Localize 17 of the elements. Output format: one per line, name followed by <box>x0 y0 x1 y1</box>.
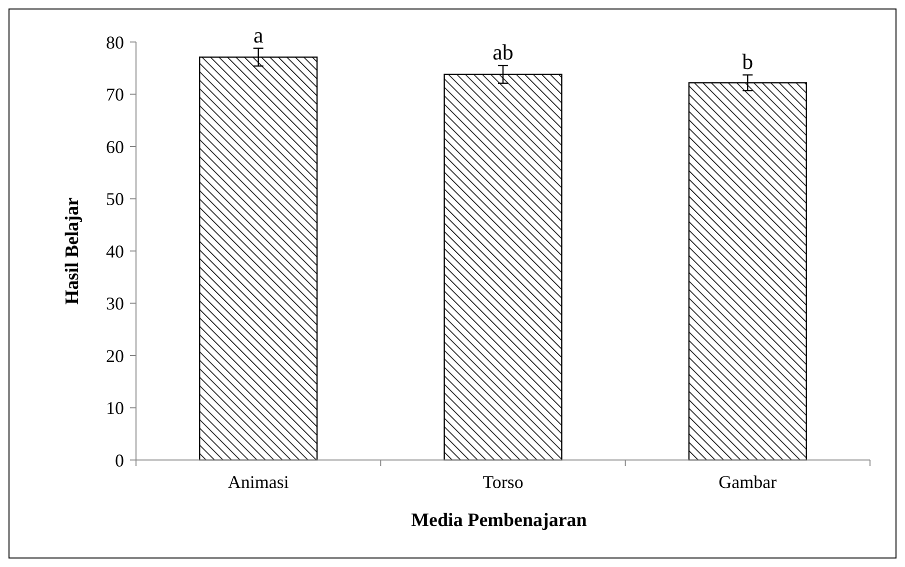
y-tick-label: 50 <box>106 189 124 210</box>
annotation: b <box>742 48 754 74</box>
y-axis-title: Hasil Belajar <box>62 196 83 305</box>
y-tick-label: 80 <box>106 32 124 52</box>
y-tick-label: 30 <box>106 294 124 314</box>
y-tick-label: 20 <box>106 346 124 366</box>
y-tick-label: 10 <box>106 398 124 418</box>
x-tick-label: Animasi <box>228 472 289 492</box>
y-tick-label: 40 <box>106 241 124 262</box>
x-tick-label: Torso <box>482 472 524 492</box>
annotation: ab <box>492 40 514 65</box>
x-axis-title: Media Pembenajaran <box>411 510 588 531</box>
y-tick-label: 60 <box>106 136 124 157</box>
annotation: a <box>253 22 264 48</box>
y-tick-label: 0 <box>115 450 124 470</box>
x-tick-label: Gambar <box>718 472 777 492</box>
y-tick-label: 70 <box>106 84 124 105</box>
